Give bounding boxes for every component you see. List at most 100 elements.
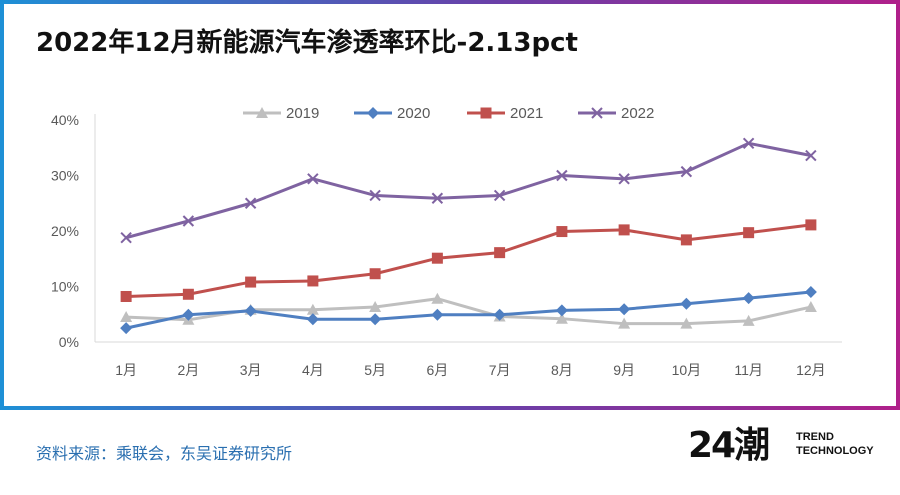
data-point-2022 <box>120 231 132 244</box>
y-tick-label: 0% <box>59 334 79 350</box>
legend-marker-2022 <box>591 107 603 119</box>
data-point-2021 <box>369 268 381 280</box>
chart-series <box>120 137 817 335</box>
data-point-2020 <box>555 304 568 317</box>
series-2019 <box>120 292 817 329</box>
data-point-2021 <box>307 275 319 287</box>
x-tick-label: 5月 <box>364 362 386 378</box>
series-2020 <box>120 286 817 335</box>
data-point-2019 <box>618 317 631 329</box>
legend-marker-2019 <box>256 107 268 118</box>
logo-mark: 24潮 <box>688 425 770 466</box>
data-point-2022 <box>805 149 817 162</box>
marker-stroke <box>742 137 755 150</box>
x-tick-label: 3月 <box>240 362 262 378</box>
x-tick-label: 4月 <box>302 362 324 378</box>
brand-logo: 24潮 TREND TECHNOLOGY <box>688 424 878 474</box>
legend-label-2020: 2020 <box>397 105 430 122</box>
data-point-2019 <box>306 303 319 315</box>
data-point-2022 <box>618 173 630 185</box>
data-point-2021 <box>494 247 506 259</box>
x-tick-label: 8月 <box>551 362 573 378</box>
page-title: 2022年12月新能源汽车渗透率环比-2.13pct <box>36 28 578 58</box>
data-point-2020 <box>306 313 319 326</box>
y-tick-label: 30% <box>51 168 79 184</box>
data-point-2021 <box>618 224 630 236</box>
x-tick-label: 6月 <box>426 362 448 378</box>
marker-stroke <box>244 197 257 209</box>
logo-line-2: TECHNOLOGY <box>796 445 874 457</box>
data-point-2021 <box>245 276 257 288</box>
marker-stroke <box>431 192 444 204</box>
data-point-2020 <box>804 286 817 299</box>
x-tick-label: 7月 <box>489 362 511 378</box>
chart-legend: 2019 2020 2021 2022 <box>243 105 654 122</box>
data-point-2022 <box>369 189 381 202</box>
data-point-2022 <box>244 197 257 209</box>
data-point-2020 <box>369 313 382 326</box>
data-point-2021 <box>680 234 692 246</box>
marker-stroke <box>182 215 195 227</box>
marker-stroke <box>556 169 568 182</box>
marker-stroke <box>369 189 381 202</box>
legend-marker-2020 <box>367 107 379 119</box>
data-point-2021 <box>182 288 194 300</box>
data-point-2022 <box>742 137 755 150</box>
legend-label-2021: 2021 <box>510 105 543 122</box>
series-line-2022 <box>125 141 812 240</box>
data-point-2022 <box>182 215 195 227</box>
marker-stroke <box>680 165 693 178</box>
series-line-2020 <box>125 290 812 330</box>
legend-marker-2021 <box>480 107 492 119</box>
data-point-2022 <box>431 192 444 204</box>
data-point-2021 <box>743 227 755 239</box>
y-tick-label: 20% <box>51 223 79 239</box>
legend-label-2019: 2019 <box>286 105 319 122</box>
line-chart: 0% 10% 20% 30% 40% 1月 2月 3月 4月 5月 6月 7月 8月 9月 10月 11月 12… <box>51 105 842 378</box>
data-point-2021 <box>120 290 132 302</box>
data-point-2019 <box>680 317 693 329</box>
x-tick-label: 2月 <box>177 362 199 378</box>
x-tick-label: 1月 <box>115 362 137 378</box>
marker-stroke <box>805 149 817 162</box>
chart-frame <box>4 4 896 406</box>
data-point-2022 <box>680 165 693 178</box>
data-point-2022 <box>556 169 568 182</box>
data-point-2020 <box>431 308 444 321</box>
data-point-2019 <box>369 301 382 313</box>
data-point-2020 <box>742 292 755 305</box>
data-point-2021 <box>431 252 443 264</box>
data-point-2022 <box>307 173 319 185</box>
x-tick-label: 12月 <box>796 362 826 378</box>
data-point-2019 <box>431 292 444 304</box>
data-point-2022 <box>493 189 506 202</box>
series-2022 <box>120 137 817 244</box>
x-tick-label: 9月 <box>613 362 635 378</box>
data-point-2021 <box>805 219 817 231</box>
logo-line-1: TREND <box>796 431 834 443</box>
data-point-2020 <box>182 308 195 321</box>
x-tick-label: 10月 <box>672 362 702 378</box>
series-line-2021 <box>126 223 812 298</box>
marker-stroke <box>618 173 630 185</box>
data-point-2019 <box>742 314 755 326</box>
data-point-2020 <box>120 322 133 335</box>
y-tick-label: 40% <box>51 112 79 128</box>
data-point-2019 <box>555 312 568 324</box>
data-point-2019 <box>804 301 817 313</box>
marker-stroke <box>591 107 603 119</box>
legend-label-2022: 2022 <box>621 105 654 122</box>
data-point-2020 <box>493 308 506 321</box>
data-point-2021 <box>556 226 568 238</box>
data-point-2020 <box>244 304 257 317</box>
data-point-2020 <box>618 303 631 316</box>
y-tick-label: 10% <box>51 279 79 295</box>
source-note: 资料来源：乘联会，东吴证券研究所 <box>36 444 293 463</box>
series-2021 <box>120 219 817 302</box>
chart-axes: 0% 10% 20% 30% 40% 1月 2月 3月 4月 5月 6月 7月 8月 9月 10月 11月 12… <box>51 112 842 378</box>
x-tick-label: 11月 <box>734 362 763 378</box>
logo-text: TREND TECHNOLOGY <box>796 430 874 458</box>
marker-stroke <box>493 189 506 202</box>
marker-stroke <box>307 173 319 185</box>
data-point-2019 <box>120 311 133 323</box>
